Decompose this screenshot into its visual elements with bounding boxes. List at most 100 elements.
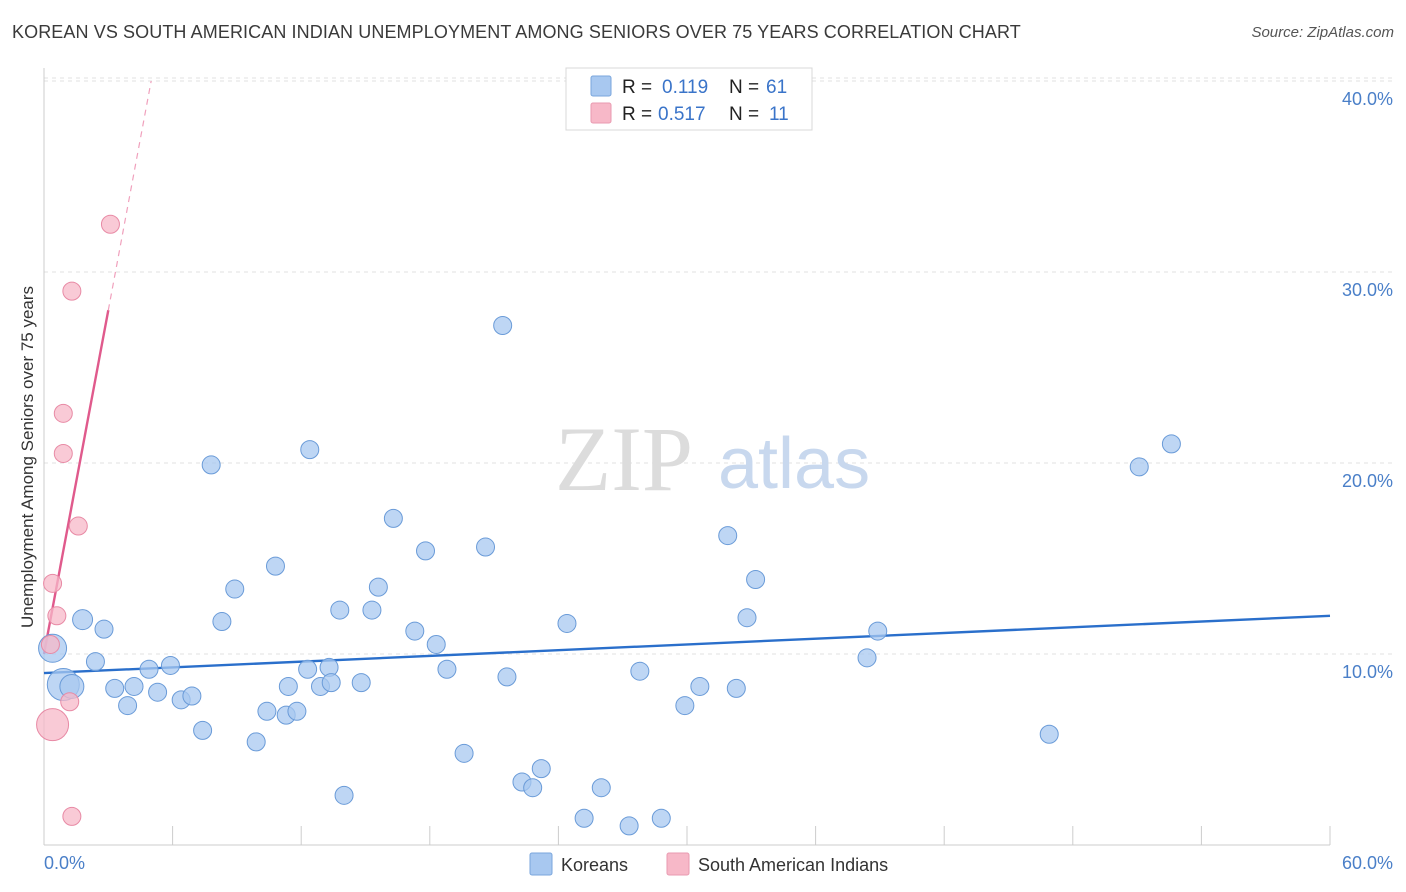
korean-point-62 [1161, 434, 1181, 454]
sai-trend-line [42, 309, 110, 655]
sai-point-8 [68, 516, 88, 536]
korean-point-37 [426, 634, 446, 654]
korean-point-52 [675, 696, 695, 716]
korean-point-50 [630, 661, 650, 681]
korean-point-35 [405, 621, 425, 641]
korean-point-56 [737, 608, 757, 628]
korean-point-31 [351, 673, 371, 693]
korean-point-57 [746, 570, 766, 590]
sai-point-9 [62, 806, 82, 826]
sai-point-5 [53, 403, 73, 423]
watermark-atlas: atlas [718, 424, 870, 504]
korean-point-60 [1039, 724, 1059, 744]
watermark-zip: ZIP [555, 408, 693, 510]
korean-point-17 [225, 579, 245, 599]
korean-point-49 [619, 816, 639, 836]
sai-n-value: 11 [769, 104, 789, 125]
x-tick-label-max: 60.0% [1342, 853, 1393, 873]
korean-point-53 [690, 676, 710, 696]
korean-point-28 [321, 673, 341, 693]
korean-point-8 [124, 676, 144, 696]
korean-point-30 [334, 785, 354, 805]
korean-point-3 [72, 609, 94, 631]
korean-point-18 [246, 732, 266, 752]
korean-point-39 [454, 743, 474, 763]
korean-point-23 [287, 701, 307, 721]
korean-point-16 [212, 612, 232, 632]
korean-point-13 [182, 686, 202, 706]
korean-point-45 [531, 759, 551, 779]
y-tick-label-10: 10.0% [1342, 662, 1393, 682]
korean-point-5 [94, 619, 114, 639]
korean-point-6 [105, 678, 125, 698]
chart-title: KOREAN VS SOUTH AMERICAN INDIAN UNEMPLOY… [12, 22, 1021, 42]
koreans-r-value: 0.119 [662, 77, 708, 98]
korean-point-14 [193, 720, 213, 740]
chart-source: Source: ZipAtlas.com [1251, 24, 1394, 41]
korean-point-19 [257, 701, 277, 721]
korean-point-25 [300, 440, 320, 460]
y-tick-label-20: 20.0% [1342, 471, 1393, 491]
korean-point-9 [139, 659, 159, 679]
korean-point-22 [278, 676, 298, 696]
korean-trend-line [43, 614, 1331, 675]
sai-point-10 [100, 214, 120, 234]
korean-point-47 [574, 808, 594, 828]
sai-point-2 [43, 573, 63, 593]
korean-point-4 [85, 652, 105, 672]
korean-point-48 [591, 778, 611, 798]
koreans-n-value: 61 [766, 77, 787, 98]
sai-n-label: N = [729, 104, 759, 125]
sai-legend-swatch [590, 102, 612, 124]
korean-point-61 [1129, 457, 1149, 477]
sai-r-value: 0.517 [658, 104, 706, 125]
korean-point-44 [523, 778, 543, 798]
sai-point-6 [62, 281, 82, 301]
korean-point-11 [160, 655, 180, 675]
korean-point-10 [148, 682, 168, 702]
korean-point-41 [493, 315, 513, 335]
y-axis-title: Unemployment Among Seniors over 75 years [18, 286, 37, 628]
korean-point-7 [118, 696, 138, 716]
sai-point-0 [36, 708, 70, 742]
korean-point-58 [857, 648, 877, 668]
series-legend: Koreans South American Indians [529, 852, 888, 876]
korean-point-32 [362, 600, 382, 620]
trend-lines [42, 80, 1331, 675]
x-tick-label-min: 0.0% [44, 853, 85, 873]
koreans-n-label: N = [729, 77, 759, 98]
korean-point-29 [330, 600, 350, 620]
koreans-legend-swatch [590, 75, 612, 97]
y-tick-label-40: 40.0% [1342, 89, 1393, 109]
korean-point-33 [368, 577, 388, 597]
korean-point-51 [651, 808, 671, 828]
x-axis-ticks [43, 826, 1331, 845]
korean-point-15 [201, 455, 221, 475]
scatter-points [36, 214, 1181, 836]
stats-legend: R = 0.119 N = 61 R = 0.517 N = 11 [565, 67, 813, 131]
y-tick-label-30: 30.0% [1342, 280, 1393, 300]
gridlines [44, 77, 1392, 655]
korean-point-20 [265, 556, 285, 576]
korean-point-54 [718, 526, 738, 546]
korean-point-55 [726, 678, 746, 698]
sai-point-7 [60, 692, 80, 712]
sai-point-4 [53, 443, 73, 463]
korean-point-34 [383, 508, 403, 528]
korean-point-40 [476, 537, 496, 557]
korean-point-38 [437, 659, 457, 679]
y-axis-tick-labels: 10.0% 20.0% 30.0% 40.0% [1342, 89, 1393, 682]
sai-trend-extension [107, 80, 152, 311]
watermark: ZIP atlas [555, 408, 870, 510]
legend-label-koreans: Koreans [561, 855, 628, 875]
sai-point-1 [40, 634, 60, 654]
koreans-r-label: R = [622, 77, 652, 98]
korean-point-36 [416, 541, 436, 561]
legend-swatch-koreans [529, 852, 553, 876]
sai-point-3 [47, 606, 67, 626]
korean-point-46 [557, 613, 577, 633]
korean-point-24 [298, 659, 318, 679]
korean-point-42 [497, 667, 517, 687]
legend-swatch-sai [666, 852, 690, 876]
